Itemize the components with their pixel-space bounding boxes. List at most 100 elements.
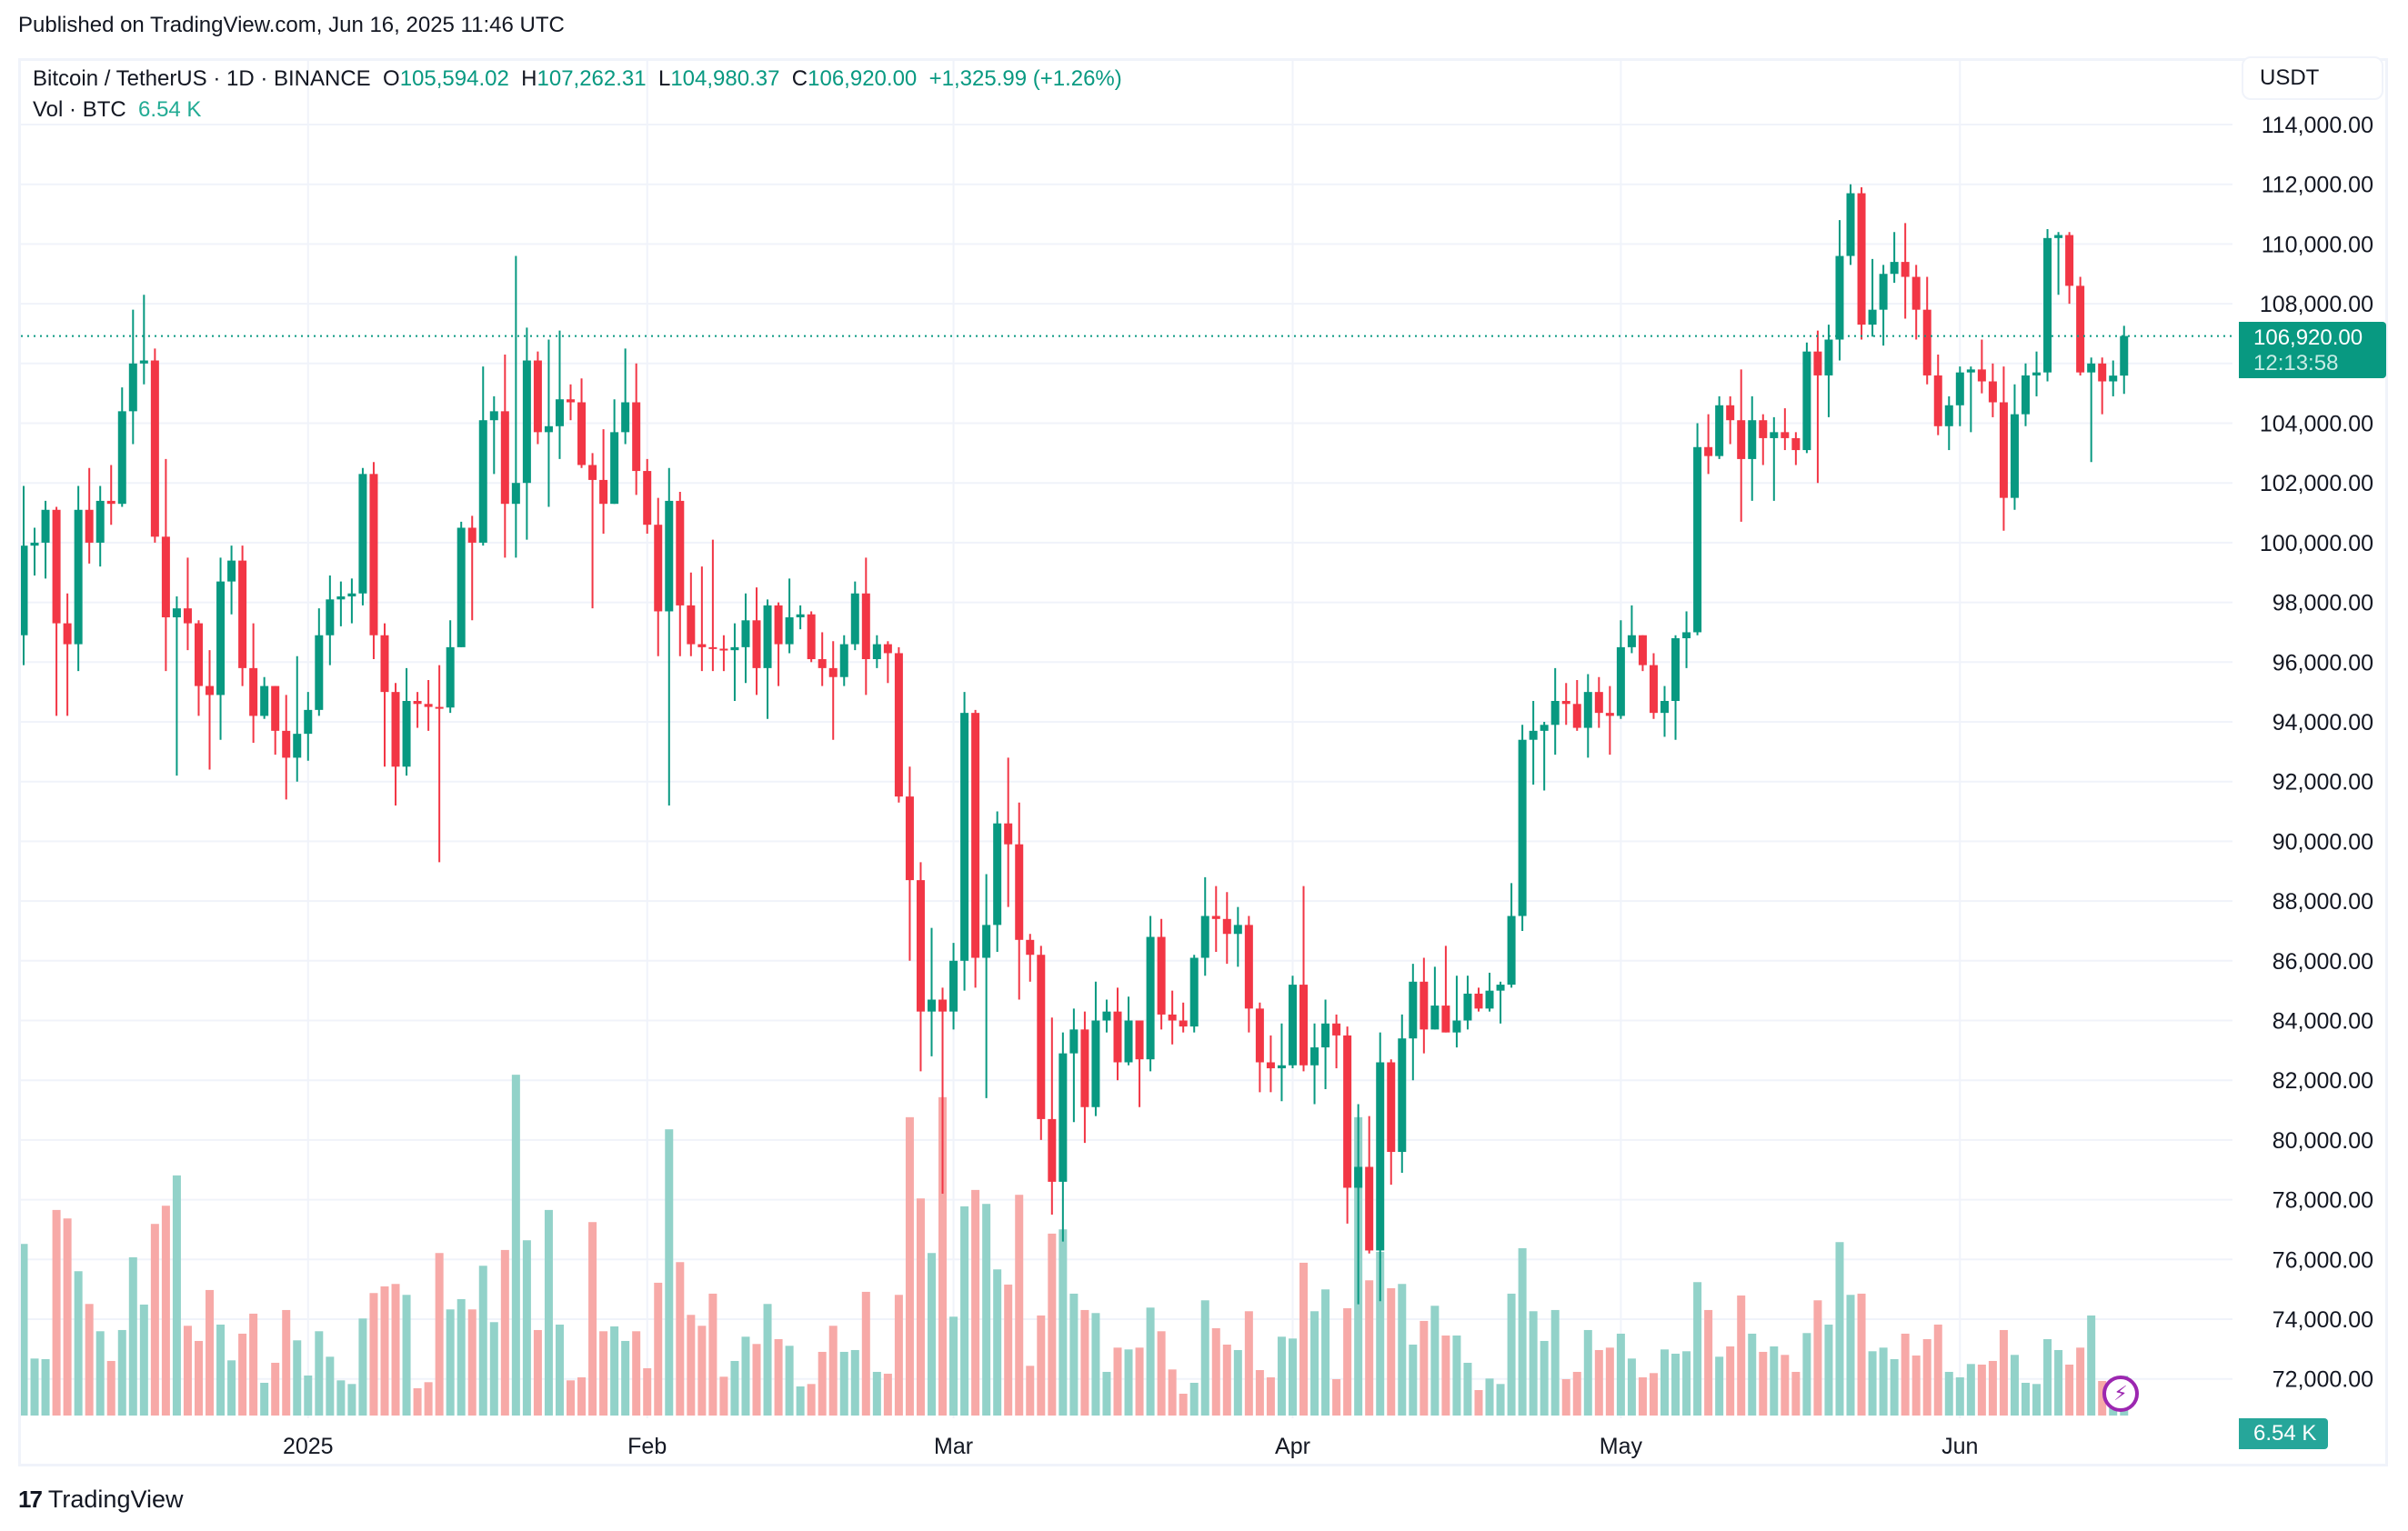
candle	[1168, 990, 1177, 1045]
candle	[478, 366, 487, 546]
volume-bar	[1649, 1373, 1658, 1416]
volume-bar	[391, 1284, 400, 1416]
candle	[1835, 220, 1844, 361]
tradingview-logo[interactable]: 17 TradingView	[18, 1486, 184, 1514]
volume-bar	[1157, 1331, 1166, 1416]
volume-bar	[1441, 1335, 1450, 1416]
volume-bar	[1080, 1309, 1089, 1416]
candle-body	[1540, 725, 1549, 731]
volume-bar	[95, 1331, 105, 1416]
volume-bar	[1770, 1346, 1779, 1416]
candle	[315, 608, 324, 716]
candle	[1737, 369, 1746, 522]
candle-body	[828, 667, 838, 677]
candle-body	[511, 483, 520, 505]
candle	[500, 354, 509, 558]
price-axis[interactable]: 114,000.00 112,000.00 110,000.00 108,000.00…	[2260, 113, 2373, 1393]
volume-bar	[621, 1340, 630, 1416]
x-tick-label: Apr	[1275, 1434, 1310, 1459]
candle-body	[369, 474, 378, 635]
candle-body	[150, 360, 159, 537]
volume-bar	[52, 1209, 61, 1416]
volume-bar	[446, 1309, 455, 1416]
candle	[1890, 232, 1899, 284]
volume-bars	[21, 1075, 2129, 1416]
candle-body	[1113, 1011, 1122, 1063]
candle	[938, 987, 948, 1195]
candle	[1770, 416, 1779, 501]
candle	[1616, 620, 1625, 719]
volume-bar	[128, 1256, 137, 1416]
candle	[2032, 351, 2042, 396]
candle-body	[1441, 1006, 1450, 1033]
candle-body	[522, 360, 531, 484]
legend-symbol[interactable]: Bitcoin / TetherUS · 1D · BINANCE	[33, 66, 371, 91]
volume-bar	[1627, 1358, 1636, 1416]
candle	[1135, 1020, 1144, 1107]
volume-bar	[1365, 1280, 1374, 1416]
volume-bar	[1343, 1307, 1352, 1416]
candle	[555, 330, 564, 459]
candle-body	[2021, 375, 2030, 415]
candle-body	[1124, 1020, 1133, 1063]
legend-volume-label[interactable]: Vol · BTC	[33, 97, 126, 122]
candle	[1387, 1059, 1396, 1186]
legend-close: 106,920.00	[808, 66, 918, 91]
volume-bar	[402, 1295, 411, 1416]
tradingview-logo-text: TradingView	[47, 1486, 184, 1513]
volume-bar	[1059, 1229, 1068, 1416]
candle-body	[1321, 1023, 1330, 1048]
candle-body	[1266, 1062, 1275, 1069]
volume-bar	[785, 1346, 794, 1416]
candle	[358, 467, 367, 605]
volume-bar	[796, 1386, 805, 1416]
volume-bar	[1605, 1347, 1614, 1416]
y-tick-label: 98,000.00	[2273, 591, 2373, 616]
candle	[1321, 999, 1330, 1090]
volume-bar	[216, 1324, 226, 1416]
volume-bar	[1988, 1360, 1997, 1416]
candle-body	[1420, 981, 1429, 1030]
currency-unit-button[interactable]: USDT	[2242, 56, 2383, 100]
candle	[1583, 674, 1592, 758]
volume-bar	[1420, 1320, 1429, 1416]
volume-bar	[63, 1218, 72, 1416]
y-tick-label: 84,000.00	[2273, 1009, 2373, 1035]
y-tick-label: 90,000.00	[2273, 829, 2373, 855]
candle-body	[1211, 916, 1220, 919]
volume-bar	[161, 1206, 170, 1416]
candle	[2021, 363, 2030, 426]
candle-body	[2109, 375, 2118, 382]
candle	[1955, 366, 1964, 426]
candle-body	[807, 614, 816, 660]
volume-bar	[1824, 1324, 1833, 1416]
legend-open-label: O	[383, 66, 400, 91]
candle-body	[577, 402, 587, 465]
volume-bar	[1715, 1356, 1724, 1416]
candle-body	[1835, 255, 1844, 340]
candle-body	[1868, 309, 1877, 325]
tradingview-logo-icon: 17	[18, 1486, 43, 1513]
candle	[1572, 680, 1581, 731]
candle-body	[21, 545, 28, 635]
candle-body	[1561, 701, 1570, 705]
volume-bar	[1376, 1251, 1385, 1416]
volume-bar	[1911, 1355, 1921, 1416]
candle	[687, 572, 696, 656]
volume-bar	[1266, 1376, 1275, 1416]
candle	[1901, 223, 1910, 319]
candle-body	[533, 360, 542, 433]
candle	[206, 650, 215, 770]
candle	[610, 399, 619, 505]
candle-body	[216, 581, 226, 695]
time-axis[interactable]: 2025 Feb Mar Apr May Jun	[283, 1434, 1978, 1459]
candle	[1200, 876, 1209, 976]
candle	[1966, 366, 1975, 433]
candle-body	[1977, 369, 1986, 382]
lightning-bolt-icon[interactable]: ⚡︎	[2102, 1376, 2139, 1412]
volume-bar	[1430, 1306, 1440, 1416]
candle-body	[1671, 638, 1681, 702]
volume-bar	[676, 1262, 685, 1416]
candle-body	[2076, 285, 2085, 373]
